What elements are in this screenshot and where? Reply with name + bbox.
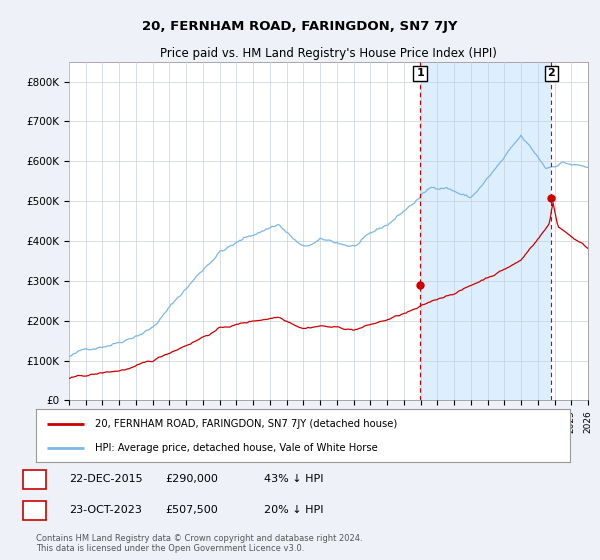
Text: 43% ↓ HPI: 43% ↓ HPI	[264, 474, 323, 484]
Text: Contains HM Land Registry data © Crown copyright and database right 2024.
This d: Contains HM Land Registry data © Crown c…	[36, 534, 362, 553]
Text: 1: 1	[31, 474, 38, 484]
Text: 20% ↓ HPI: 20% ↓ HPI	[264, 505, 323, 515]
Title: Price paid vs. HM Land Registry's House Price Index (HPI): Price paid vs. HM Land Registry's House …	[160, 48, 497, 60]
Text: 22-DEC-2015: 22-DEC-2015	[69, 474, 143, 484]
Text: 2: 2	[31, 505, 38, 515]
Text: 2: 2	[547, 68, 555, 78]
Text: 20, FERNHAM ROAD, FARINGDON, SN7 7JY: 20, FERNHAM ROAD, FARINGDON, SN7 7JY	[142, 20, 458, 33]
Text: HPI: Average price, detached house, Vale of White Horse: HPI: Average price, detached house, Vale…	[95, 443, 377, 453]
Bar	[420, 62, 551, 400]
Text: 1: 1	[416, 68, 424, 78]
Text: 23-OCT-2023: 23-OCT-2023	[69, 505, 142, 515]
Text: £507,500: £507,500	[165, 505, 218, 515]
Text: £290,000: £290,000	[165, 474, 218, 484]
Text: 20, FERNHAM ROAD, FARINGDON, SN7 7JY (detached house): 20, FERNHAM ROAD, FARINGDON, SN7 7JY (de…	[95, 419, 397, 429]
